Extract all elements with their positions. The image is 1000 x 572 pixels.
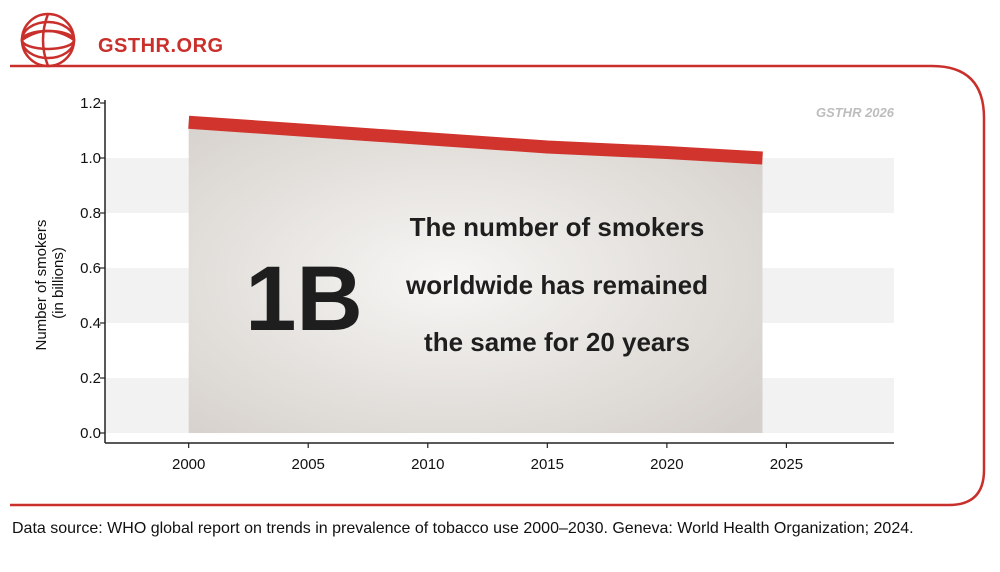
y-ticks: 0.0 0.2 0.4 0.6 0.8 1.0 1.2 (80, 95, 105, 442)
smokers-area (188, 122, 763, 433)
callout-line-2: worldwide has remained (405, 270, 708, 300)
axes (104, 100, 894, 444)
watermark: GSTHR 2026 (816, 105, 895, 120)
x-tick-label: 2015 (531, 456, 564, 473)
callout-line-3: the same for 20 years (424, 327, 690, 357)
y-tick-label: 0.4 (80, 315, 101, 332)
callout-line-1: The number of smokers (410, 212, 705, 242)
brand-name: GSTHR.ORG (98, 35, 224, 57)
x-tick-label: 2020 (650, 456, 683, 473)
y-axis-label-line1: Number of smokers (33, 220, 50, 351)
y-tick-label: 1.2 (80, 95, 101, 112)
x-tick-label: 2005 (292, 456, 325, 473)
data-source-note: Data source: WHO global report on trends… (12, 520, 914, 537)
smokers-line (188, 115, 763, 165)
y-tick-label: 1.0 (80, 150, 101, 167)
x-tick-label: 2010 (411, 456, 444, 473)
y-axis-label-line2: (in billions) (50, 247, 67, 319)
x-ticks: 2000 2005 2010 2015 2020 2025 (172, 443, 803, 473)
frame-border (10, 64, 986, 507)
y-tick-label: 0.2 (80, 370, 101, 387)
x-tick-label: 2025 (770, 456, 803, 473)
y-axis-label: Number of smokers (in billions) (33, 215, 67, 350)
headline-figure: 1B (245, 248, 363, 350)
x-tick-label: 2000 (172, 456, 205, 473)
y-tick-label: 0.6 (80, 260, 101, 277)
y-tick-label: 0.0 (80, 425, 101, 442)
y-tick-label: 0.8 (80, 205, 101, 222)
